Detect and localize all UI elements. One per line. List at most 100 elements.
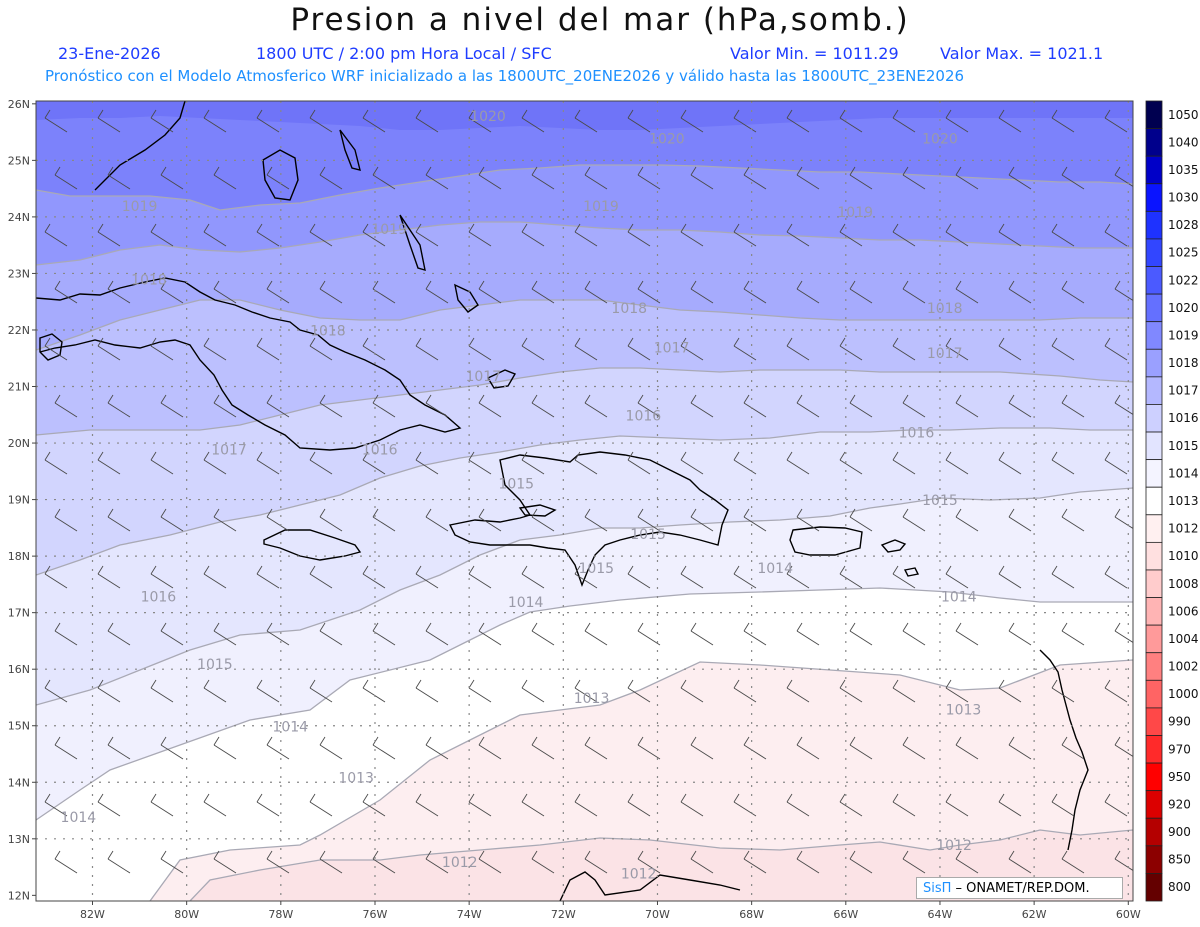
wind-barb (531, 166, 555, 190)
wind-barb (425, 508, 449, 532)
wind-barb (998, 793, 1022, 817)
lon-label: 68W (739, 908, 764, 921)
credit-box: SisΠ – ONAMET/REP.DOM. (916, 877, 1123, 899)
colorbar-label: 800 (1168, 880, 1191, 894)
wind-barb (372, 622, 396, 646)
lat-lon-grid (36, 101, 1133, 901)
wind-barb (425, 394, 449, 418)
wind-barb (415, 109, 439, 133)
wind-barb (266, 622, 290, 646)
wind-barb (203, 565, 227, 589)
wind-barb (945, 565, 969, 589)
wind-barb (902, 280, 926, 304)
coastlines (36, 101, 1089, 901)
wind-barb (955, 166, 979, 190)
wind-barb (203, 109, 227, 133)
contour-label: 1014 (757, 561, 793, 577)
colorbar-label: 1030 (1168, 191, 1199, 205)
colorbar-swatch (1145, 624, 1163, 654)
colorbar-swatch (1145, 266, 1163, 295)
wind-barb (733, 223, 757, 247)
contour-label: 1014 (272, 719, 308, 735)
colorbar-swatch (1145, 293, 1163, 323)
wind-barb (1104, 679, 1128, 703)
wind-barb (478, 736, 502, 760)
wind-barb (680, 679, 704, 703)
wind-barb (892, 223, 916, 247)
wind-barb (1104, 223, 1128, 247)
wind-barb (372, 508, 396, 532)
wind-barb (627, 337, 651, 361)
wind-barb (743, 622, 767, 646)
max-value: Valor Max. = 1021.1 (940, 44, 1104, 63)
wind-barb (584, 280, 608, 304)
wind-barb (690, 394, 714, 418)
turks-caicos (487, 369, 517, 389)
wind-barb (892, 793, 916, 817)
wind-barb (1114, 166, 1133, 187)
axis-labels: 26N 25N 24N 23N 22N 21N 20N 19N 18N 17N 16N 15N 14N 1… (8, 98, 1141, 921)
wind-barb (1061, 850, 1085, 874)
wind-barb (743, 166, 767, 190)
colorbar-swatch (1145, 155, 1163, 185)
wind-barb (690, 622, 714, 646)
wind-barb (680, 451, 704, 475)
wind-barb (319, 850, 343, 874)
wind-barb (107, 394, 131, 418)
wind-barb (1051, 679, 1075, 703)
wind-barb (468, 223, 492, 247)
wind-barb (998, 223, 1022, 247)
colorbar-swatch (1145, 514, 1163, 543)
wind-barb (786, 337, 810, 361)
wind-barb (107, 736, 131, 760)
wind-barb (203, 451, 227, 475)
wind-barb (160, 850, 184, 874)
wind-barb (849, 850, 873, 874)
wind-barb (1051, 109, 1075, 133)
lon-label: 82W (80, 908, 105, 921)
wind-barb (945, 793, 969, 817)
wind-barb (627, 679, 651, 703)
colorbar-swatch (1145, 431, 1163, 461)
lat-label: 17N (8, 607, 30, 620)
wind-barb (839, 451, 863, 475)
wind-barb (213, 736, 237, 760)
wind-barb (521, 679, 545, 703)
wind-barb (362, 793, 386, 817)
wind-barb (680, 109, 704, 133)
colorbar-label: 950 (1168, 770, 1191, 784)
lon-label: 62W (1022, 908, 1047, 921)
wind-barb (160, 394, 184, 418)
wind-barb (107, 508, 131, 532)
wind-barb (256, 109, 280, 133)
lat-label: 24N (8, 211, 30, 224)
wind-barb (849, 508, 873, 532)
gonave-island (518, 504, 557, 517)
wind-barb (902, 166, 926, 190)
wind-barb (637, 736, 661, 760)
contour-label: 1014 (61, 810, 97, 826)
wind-barb (54, 736, 78, 760)
wind-barb (584, 736, 608, 760)
wind-barb (945, 337, 969, 361)
lon-label: 72W (551, 908, 576, 921)
wind-barb (584, 622, 608, 646)
lat-label: 19N (8, 494, 30, 507)
colorbar-label: 1040 (1168, 135, 1199, 149)
wind-barb (1051, 337, 1075, 361)
contour-label: 1016 (626, 408, 662, 424)
wind-barb (1114, 394, 1133, 415)
wind-barb (574, 337, 598, 361)
wind-barb (839, 337, 863, 361)
wind-barb (425, 280, 449, 304)
colorbar-swatch (1145, 376, 1163, 405)
wind-barb (415, 793, 439, 817)
wind-barb (733, 793, 757, 817)
wind-barb (468, 793, 492, 817)
wind-barb (478, 508, 502, 532)
wind-barb (1061, 166, 1085, 190)
bahamas-andros (262, 149, 299, 201)
wind-barb (362, 565, 386, 589)
colorbar-label: 1006 (1168, 604, 1199, 618)
wind-barb (150, 223, 174, 247)
